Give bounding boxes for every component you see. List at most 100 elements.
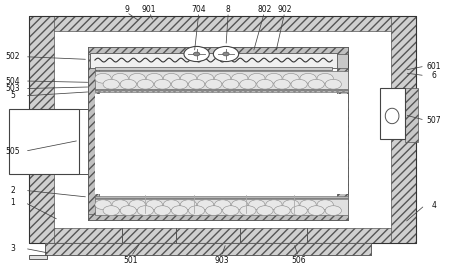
- Text: 506: 506: [290, 256, 305, 265]
- Circle shape: [282, 73, 299, 83]
- Text: 501: 501: [124, 256, 138, 265]
- Bar: [54, 31, 390, 228]
- Circle shape: [95, 73, 111, 83]
- Text: 704: 704: [191, 5, 206, 14]
- Circle shape: [197, 73, 213, 83]
- Circle shape: [137, 79, 153, 89]
- Circle shape: [248, 73, 264, 83]
- Bar: [29, 255, 47, 259]
- Text: 9: 9: [124, 5, 129, 14]
- Bar: [95, 71, 347, 89]
- Text: 504: 504: [5, 76, 20, 86]
- Circle shape: [137, 206, 153, 215]
- Circle shape: [112, 200, 128, 210]
- Bar: [29, 16, 54, 243]
- Circle shape: [95, 200, 111, 210]
- Bar: [90, 53, 336, 68]
- Bar: [95, 90, 347, 92]
- Text: 3: 3: [10, 244, 15, 253]
- Circle shape: [146, 73, 162, 83]
- Circle shape: [265, 200, 281, 210]
- Circle shape: [103, 206, 119, 215]
- Circle shape: [231, 200, 247, 210]
- Circle shape: [112, 73, 128, 83]
- Circle shape: [163, 200, 179, 210]
- Circle shape: [222, 52, 229, 56]
- Circle shape: [256, 79, 272, 89]
- Bar: [88, 47, 347, 54]
- Circle shape: [188, 79, 204, 89]
- Circle shape: [214, 200, 230, 210]
- Text: 903: 903: [214, 256, 228, 265]
- Circle shape: [299, 200, 316, 210]
- Circle shape: [129, 200, 145, 210]
- Bar: [88, 47, 347, 220]
- Bar: [336, 68, 347, 220]
- Text: 6: 6: [431, 71, 435, 80]
- Circle shape: [146, 200, 162, 210]
- Circle shape: [214, 73, 230, 83]
- Bar: [379, 88, 404, 139]
- Circle shape: [308, 79, 324, 89]
- Text: 505: 505: [5, 147, 20, 156]
- Circle shape: [205, 79, 221, 89]
- Bar: [95, 94, 347, 194]
- Circle shape: [205, 206, 221, 215]
- Circle shape: [180, 200, 196, 210]
- Circle shape: [308, 206, 324, 215]
- Text: 1: 1: [10, 198, 15, 207]
- Bar: [29, 16, 415, 243]
- Circle shape: [184, 46, 209, 62]
- Bar: [95, 196, 347, 198]
- Circle shape: [197, 200, 213, 210]
- Circle shape: [324, 79, 341, 89]
- Circle shape: [154, 206, 170, 215]
- Circle shape: [193, 52, 199, 56]
- Text: 2: 2: [10, 186, 15, 195]
- Text: 8: 8: [226, 5, 230, 14]
- Circle shape: [163, 73, 179, 83]
- Circle shape: [103, 79, 119, 89]
- Circle shape: [299, 73, 316, 83]
- Circle shape: [316, 200, 332, 210]
- Bar: [99, 54, 336, 214]
- Text: 503: 503: [5, 84, 20, 93]
- Circle shape: [239, 79, 255, 89]
- Bar: [95, 197, 347, 215]
- Circle shape: [154, 79, 170, 89]
- Circle shape: [316, 73, 332, 83]
- Bar: [88, 214, 347, 220]
- Circle shape: [290, 79, 307, 89]
- Bar: [29, 16, 415, 31]
- Circle shape: [120, 206, 136, 215]
- Circle shape: [273, 79, 290, 89]
- Circle shape: [231, 73, 247, 83]
- Circle shape: [222, 79, 239, 89]
- Circle shape: [282, 200, 299, 210]
- Bar: [9, 109, 79, 174]
- Circle shape: [239, 206, 255, 215]
- Circle shape: [273, 206, 290, 215]
- Bar: [88, 47, 99, 220]
- Circle shape: [290, 206, 307, 215]
- Bar: [95, 67, 331, 70]
- Text: 5: 5: [10, 91, 15, 100]
- Text: 802: 802: [257, 5, 271, 14]
- Bar: [95, 198, 347, 199]
- Text: 507: 507: [426, 116, 440, 125]
- Text: 902: 902: [277, 5, 291, 14]
- Circle shape: [222, 206, 239, 215]
- Bar: [45, 243, 370, 255]
- Text: 502: 502: [5, 52, 20, 61]
- Circle shape: [180, 73, 196, 83]
- Text: 901: 901: [142, 5, 156, 14]
- Circle shape: [213, 46, 238, 62]
- Circle shape: [265, 73, 281, 83]
- Circle shape: [171, 79, 187, 89]
- Circle shape: [324, 206, 341, 215]
- Bar: [29, 228, 415, 243]
- Bar: [390, 16, 415, 243]
- Circle shape: [188, 206, 204, 215]
- Circle shape: [256, 206, 272, 215]
- Circle shape: [171, 206, 187, 215]
